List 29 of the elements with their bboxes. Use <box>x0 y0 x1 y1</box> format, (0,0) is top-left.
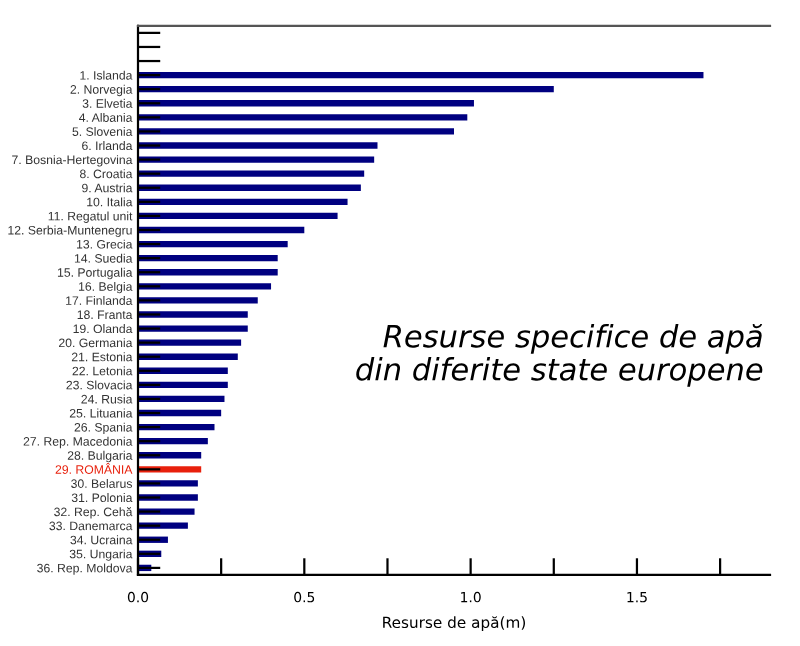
bar <box>138 198 348 205</box>
bar <box>138 466 202 473</box>
bar <box>138 353 238 360</box>
bar <box>138 212 338 220</box>
bar <box>138 114 468 121</box>
bar <box>138 297 258 304</box>
bar <box>138 240 288 248</box>
text: Resurse specifice de apă din diferite state europene <box>356 323 763 387</box>
bar <box>138 325 248 332</box>
bar <box>138 142 378 149</box>
bar <box>138 254 278 262</box>
bar <box>138 339 242 346</box>
bar <box>138 170 365 177</box>
bar <box>138 508 195 515</box>
bar <box>138 367 228 374</box>
bar <box>138 71 704 79</box>
bar <box>138 311 248 318</box>
bar <box>138 128 454 135</box>
bar <box>138 269 278 276</box>
bar <box>138 381 228 389</box>
bar <box>138 522 188 529</box>
bar <box>138 226 305 234</box>
bar <box>138 86 554 93</box>
bar <box>138 494 198 501</box>
bar <box>138 156 375 163</box>
bar <box>138 480 198 487</box>
bar <box>138 184 361 191</box>
bar <box>138 283 272 290</box>
bar <box>138 100 474 107</box>
